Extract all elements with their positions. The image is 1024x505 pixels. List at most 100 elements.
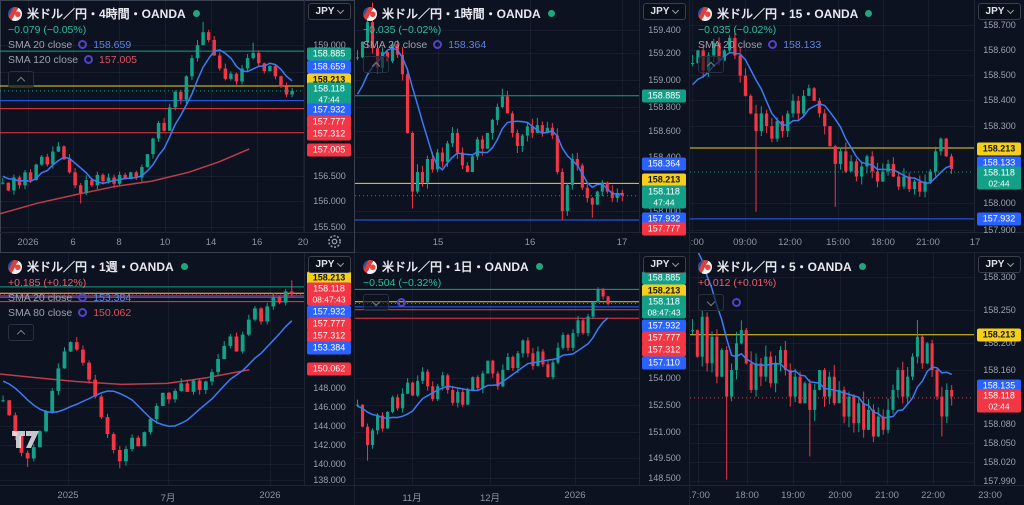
price-axis-label: 158.400 [642,152,687,162]
chart-plot-area[interactable] [355,253,639,485]
indicator-loading-icon [768,40,778,49]
price-axis-label: 138.000 [313,475,346,485]
chevron-up-icon [16,76,26,85]
chart-legend: 米ドル／円・15・OANDA −0.035 (−0.02%) SMA 20 cl… [698,5,873,73]
price-axis-label: 159.200 [648,48,681,58]
price-axis[interactable]: JPY 159.000158.500156.500156.000155.5001… [304,0,354,232]
candlestick-canvas[interactable] [690,0,974,232]
price-axis-label: 158.050 [983,438,1016,448]
price-axis-label: 158.080 [983,419,1016,429]
chart-panel-usdjpy-4h: 米ドル／円・4時間・OANDA −0.079 (−0.05%) SMA 20 c… [0,0,355,253]
time-axis-label: 22:00 [921,490,945,501]
chart-plot-area[interactable] [690,0,974,232]
indicator-value: 158.364 [448,38,487,51]
legend-collapse-button[interactable] [698,56,724,73]
indicator-legend-row[interactable]: SMA 20 close 158.133 [698,37,872,52]
price-axis-label: 148.500 [648,473,681,483]
price-change-text: −0.504 (−0.32%) [363,277,442,289]
price-axis-label: 144.000 [313,421,346,431]
price-axis-label: 155.500 [313,222,346,232]
price-axis-label: 159.400 [648,25,681,35]
price-axis-label: 158.400 [983,95,1016,105]
time-axis[interactable]: 2025 7月 2026 [0,485,354,505]
price-change-text: −0.035 (−0.02%) [363,24,442,36]
price-axis[interactable]: JPY 154.000 152.500 151.000 149.500 148.500 1… [639,253,689,485]
currency-selector-button[interactable]: JPY [978,256,1021,273]
settings-gear-icon[interactable] [327,234,342,249]
last-price-badge: 158.118 47:44 [307,82,351,106]
candlestick-canvas[interactable] [355,0,639,232]
candlestick-canvas[interactable] [0,0,304,232]
time-axis-label: 16 [251,237,263,248]
chart-plot-area[interactable] [0,253,304,485]
time-axis[interactable]: 11月 12月 2026 [355,485,689,505]
price-axis[interactable]: JPY 148.000 146.000 144.000 142.000 140.000 1… [304,253,354,485]
symbol-title-row[interactable]: 米ドル／円・4時間・OANDA [8,5,200,22]
price-axis-label: 158.700 [983,20,1016,30]
currency-pair-icon [698,259,712,274]
time-axis[interactable]: 06:00 09:00 12:00 15:00 18:00 21:00 17 [690,232,1024,252]
time-axis-label: 21:00 [875,490,899,501]
price-axis-label: 158.500 [983,70,1016,80]
price-axis[interactable]: JPY 159.400 159.200 159.000 158.800 158.600 1… [639,0,689,236]
chart-plot-area[interactable] [355,0,639,232]
price-level-badge: 158.659 [307,60,351,74]
indicator-value: 158.133 [783,38,822,51]
price-axis-label: 158.160 [983,365,1016,375]
indicator-label: SMA 20 close [363,38,428,51]
tradingview-logo-icon [12,431,40,453]
price-axis-label: 151.000 [648,427,681,437]
candlestick-canvas[interactable] [0,253,304,485]
time-axis-label: 17 [616,237,628,248]
price-axis-label: 154.000 [648,373,681,383]
symbol-title-row[interactable]: 米ドル／円・5・OANDA [698,258,866,275]
last-price-badge: 158.118 08:47:43 [642,295,686,319]
candlestick-canvas[interactable] [355,253,639,485]
chevron-down-icon [672,6,680,15]
time-axis[interactable]: 15 16 17 [355,232,689,252]
price-level-badge: 157.932 [977,212,1021,226]
time-axis-label: 14 [205,237,217,248]
indicator-loading-icon [433,40,443,49]
symbol-title-row[interactable]: 米ドル／円・1週・OANDA [8,258,188,275]
indicator-legend-row[interactable]: SMA 80 close 150.062 [8,305,188,320]
currency-selector-button[interactable]: JPY [308,256,351,273]
legend-collapse-button[interactable] [8,324,34,341]
symbol-title: 米ドル／円・1週・OANDA [27,260,174,274]
indicator-legend-row[interactable]: SMA 20 close 158.659 [8,37,200,52]
price-axis-label: 158.000 [648,206,681,216]
currency-selector-button[interactable]: JPY [978,3,1021,20]
price-axis[interactable]: JPY 158.700 158.600 158.500 158.400 158.300 1… [974,0,1024,235]
price-axis-label: 158.300 [983,121,1016,131]
legend-collapse-button[interactable] [363,56,389,73]
price-axis[interactable]: JPY 158.300 158.250 158.200 158.160 158.080 1… [974,253,1024,486]
currency-selector-button[interactable]: JPY [308,3,351,20]
symbol-title-row[interactable]: 米ドル／円・1日・OANDA [363,258,543,275]
currency-selector-button[interactable]: JPY [643,3,686,20]
time-axis-label: 06:00 [690,237,704,248]
legend-expand-button[interactable] [363,294,389,311]
chart-plot-area[interactable] [0,0,304,232]
indicator-legend-row[interactable]: SMA 20 close 158.364 [363,37,555,52]
legend-collapse-button[interactable] [8,71,34,88]
candle-countdown: 08:47:43 [647,307,681,318]
time-axis-label: 15:00 [826,237,850,248]
symbol-title-row[interactable]: 米ドル／円・1時間・OANDA [363,5,555,22]
price-level-badge: 158.133 [977,156,1021,170]
price-level-badge: 158.364 [642,157,686,171]
indicator-legend-row[interactable]: SMA 20 close 153.384 [8,290,188,305]
indicator-legend-row[interactable]: SMA 120 close 157.005 [8,52,200,67]
time-axis-label: 19:00 [781,490,805,501]
chart-legend: 米ドル／円・1時間・OANDA −0.035 (−0.02%) SMA 20 c… [363,5,555,73]
chart-plot-area[interactable] [690,253,974,485]
time-axis[interactable]: 17:00 18:00 19:00 20:00 21:00 22:00 23:00 [690,485,1024,505]
last-price-badge: 158.118 02:44 [977,389,1021,413]
legend-expand-button[interactable] [698,294,724,311]
currency-selector-button[interactable]: JPY [643,256,686,273]
candlestick-canvas[interactable] [690,253,974,485]
price-level-badge: 157.932 [307,305,351,319]
chevron-down-icon [1007,259,1015,268]
symbol-title-row[interactable]: 米ドル／円・15・OANDA [698,5,873,22]
time-axis[interactable]: 2026 6 8 10 14 16 20 [0,232,354,252]
